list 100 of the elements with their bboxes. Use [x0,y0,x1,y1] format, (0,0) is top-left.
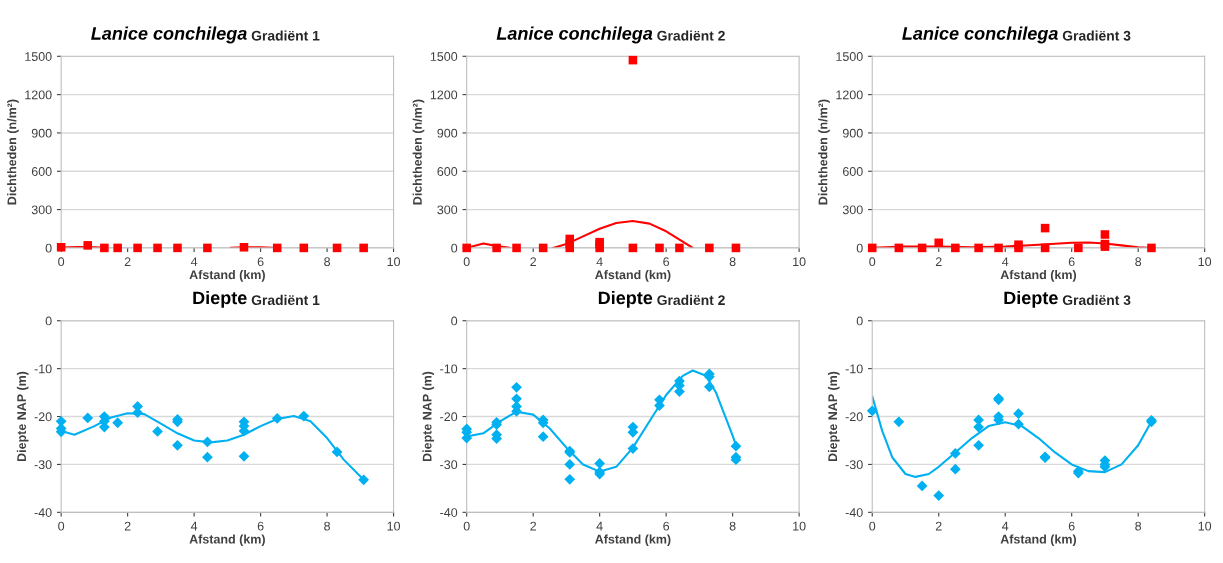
point [949,448,961,459]
x-axis-title: Afstand (km) [595,269,671,282]
y-tick-label: 300 [437,205,458,215]
y-tick-label: 1500 [430,52,458,61]
y-tick-label: -10 [34,364,52,374]
y-axis-title: Dichtheden (n/m²) [818,99,830,205]
point [331,446,343,458]
point [949,463,961,475]
x-tick-label: 8 [1135,257,1142,267]
chart-title: Lanice conchilega [496,26,653,44]
y-axis-title: Diepte NAP (m) [16,371,29,462]
point [594,458,606,469]
y-tick-label: 0 [45,243,52,253]
y-tick-label: 1200 [25,90,52,100]
point [1013,418,1024,430]
point [152,426,163,437]
x-tick-label: 2 [935,521,942,531]
y-tick-label: 300 [842,205,863,215]
y-tick-label: 600 [437,167,458,176]
point [974,243,983,253]
y-tick-label: -10 [845,364,863,374]
x-tick-label: 4 [1002,257,1009,266]
x-tick-label: 6 [1068,257,1075,267]
point [1147,243,1156,253]
point [867,243,877,253]
x-tick-label: 4 [596,521,603,531]
x-tick-label: 6 [1068,521,1075,531]
y-tick-label: 1500 [25,52,52,61]
point [1013,408,1024,420]
point [933,490,945,501]
x-tick-label: 4 [1002,521,1009,531]
x-tick-label: 4 [596,257,603,266]
y-tick-label: 900 [842,128,863,138]
point [705,243,714,253]
y-axis-title: Dichtheden (n/m²) [412,99,425,205]
y-tick-label: -10 [440,364,458,374]
x-tick-label: 0 [463,521,470,531]
point [462,243,471,253]
x-tick-label: 6 [663,257,670,267]
x-tick-label: 8 [1135,521,1142,531]
x-tick-label: 10 [387,521,401,531]
x-tick-label: 10 [1198,521,1212,531]
y-tick-label: 600 [842,167,863,176]
point [238,450,250,462]
y-axis-title: Diepte NAP (m) [422,371,435,462]
point [866,405,878,417]
x-axis-title: Afstand (km) [1000,534,1077,547]
point [1074,243,1083,253]
point [994,243,1003,253]
point [271,413,283,424]
x-tick-label: 4 [190,257,198,266]
point [82,412,94,424]
x-tick-label: 0 [463,257,470,267]
x-tick-label: 10 [387,257,401,267]
point [172,439,183,451]
chart-title: Diepte [598,290,653,308]
x-tick-label: 4 [190,521,198,531]
point [537,431,549,443]
point [1100,230,1110,239]
x-tick-label: 2 [935,257,942,266]
x-tick-label: 2 [530,521,537,531]
y-tick-label: 900 [31,128,52,138]
y-tick-label: 0 [451,316,458,326]
point [951,243,960,253]
point [655,243,664,253]
y-tick-label: -20 [440,412,458,422]
point [202,451,213,463]
y-tick-label: 1200 [430,90,458,100]
x-tick-label: 2 [530,257,537,266]
y-tick-label: 0 [45,316,52,326]
x-axis-title: Afstand (km) [189,269,265,282]
x-axis-title: Afstand (km) [595,534,671,547]
x-tick-label: 8 [729,521,736,531]
y-tick-label: 1500 [836,52,863,61]
x-tick-label: 0 [58,521,65,531]
chart-subtitle: Gradiënt 2 [657,294,725,306]
point [564,473,576,485]
chart-title: Diepte [193,290,247,308]
y-tick-label: -30 [34,460,52,470]
chart-title: Diepte [1004,290,1058,308]
x-tick-label: 6 [257,521,264,531]
x-tick-label: 6 [257,257,264,267]
y-axis-title: Dichtheden (n/m²) [7,99,19,205]
y-axis-title: Diepte NAP (m) [827,371,840,462]
point [565,234,575,244]
y-tick-label: 300 [31,205,52,215]
x-tick-label: 0 [58,257,65,267]
point [934,238,943,248]
x-axis-title: Afstand (km) [189,534,265,547]
chart-subtitle: Gradiënt 2 [657,30,725,41]
chart-subtitle: Gradiënt 1 [251,30,320,41]
point [675,243,684,253]
point [703,381,715,393]
y-tick-label: 0 [451,243,458,253]
x-tick-label: 2 [124,257,131,266]
chart-title: Lanice conchilega [91,26,247,44]
y-tick-label: -40 [440,508,458,517]
x-tick-label: 10 [1198,257,1212,267]
chart-title: Lanice conchilega [902,26,1058,44]
y-tick-label: 0 [856,316,863,326]
